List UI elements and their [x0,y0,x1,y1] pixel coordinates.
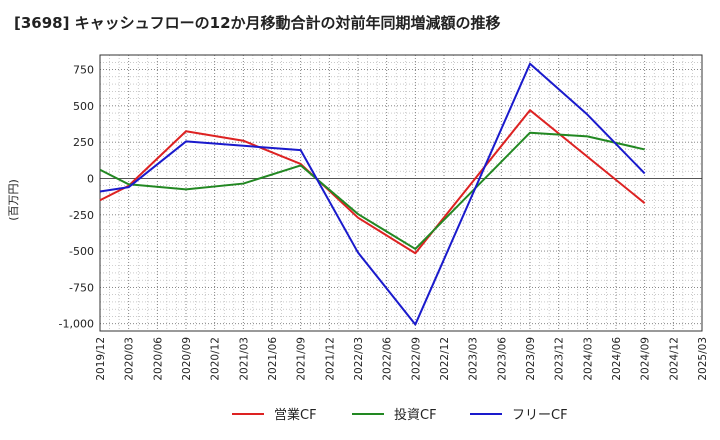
x-tick-label: 2021/09 [296,337,308,381]
x-tick-label: 2023/12 [554,337,566,381]
legend-label: 営業CF [274,407,317,423]
series-lines [99,62,646,326]
y-axis-ticks: 750 500 250 0 -250 -500 -750 -1,000 [59,64,94,331]
x-axis-ticks: 2019/12 2020/03 2020/06 2020/09 2020/12 2021/… [95,337,709,381]
x-tick-label: 2024/12 [668,337,680,381]
x-tick-label: 2020/09 [181,337,193,381]
legend: 営業CF 投資CF フリーCF [232,407,568,423]
y-tick-label: -1,000 [59,318,94,331]
x-tick-label: 2024/03 [582,337,594,381]
x-tick-label: 2020/03 [124,337,136,381]
x-tick-label: 2022/03 [353,337,365,381]
x-tick-label: 2022/09 [410,337,422,381]
series-line-営業CF [99,109,646,255]
y-axis-label: (百万円) [7,179,20,221]
series-line-投資CF [99,131,645,250]
x-tick-label: 2020/06 [152,337,164,381]
y-tick-label: 500 [73,100,94,113]
chart-title: [3698] キャッシュフローの12か月移動合計の対前年同期増減額の推移 [14,14,501,32]
x-tick-label: 2022/06 [382,337,394,381]
x-tick-label: 2021/06 [267,337,279,381]
y-tick-label: -500 [69,245,94,258]
x-tick-label: 2023/03 [468,337,480,381]
x-tick-label: 2020/12 [210,337,222,381]
x-tick-label: 2022/12 [439,337,451,381]
legend-label: フリーCF [512,408,568,423]
y-tick-label: -750 [69,281,94,294]
series-line-フリーCF [99,62,646,326]
y-tick-label: 250 [73,136,94,149]
x-tick-label: 2019/12 [95,337,107,381]
x-tick-label: 2024/09 [640,337,652,381]
x-tick-label: 2021/12 [324,337,336,381]
x-tick-label: 2023/06 [496,337,508,381]
x-tick-label: 2023/09 [525,337,537,381]
plot-frame [99,54,703,332]
y-tick-label: 0 [87,172,94,185]
y-tick-label: 750 [73,64,94,77]
legend-label: 投資CF [394,407,437,423]
y-tick-label: -250 [69,209,94,222]
x-tick-label: 2024/06 [611,337,623,381]
x-tick-label: 2021/03 [238,337,250,381]
x-tick-label: 2025/03 [697,337,709,381]
grid [100,55,702,331]
